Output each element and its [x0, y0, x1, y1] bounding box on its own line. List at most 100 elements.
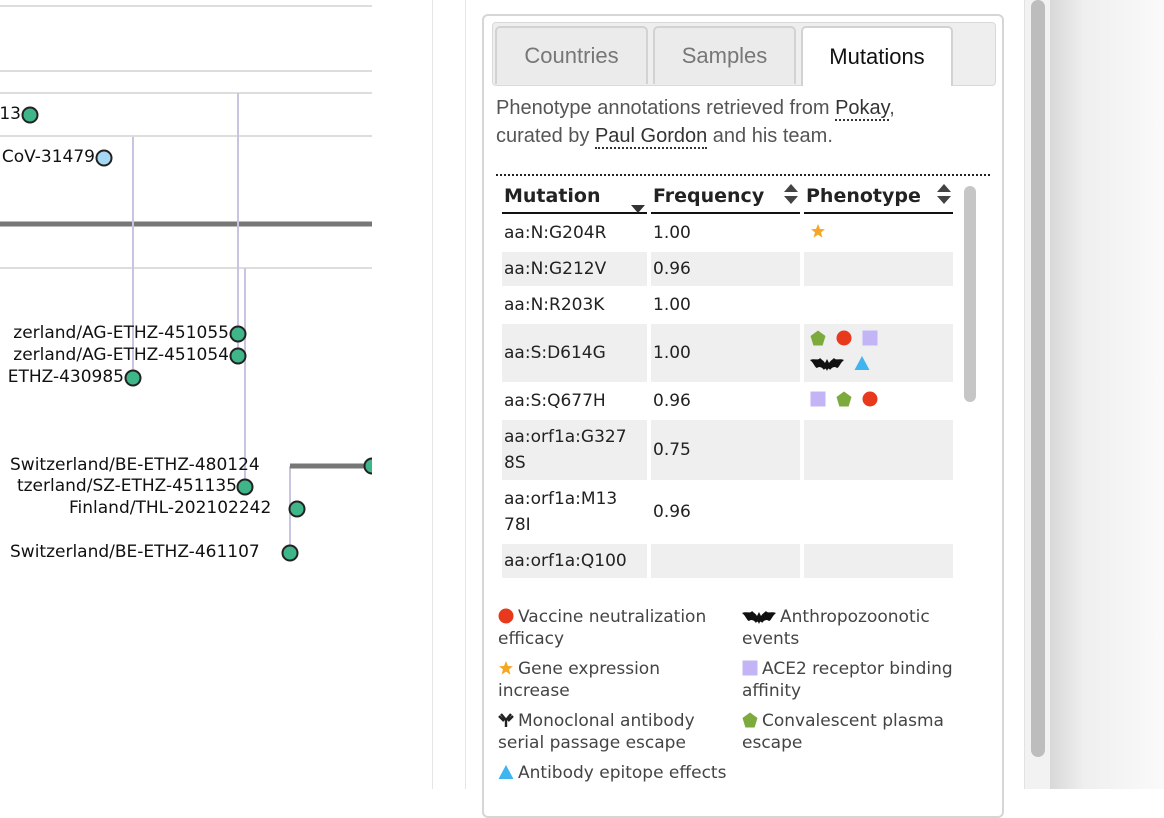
description-text: curated by [496, 125, 595, 147]
triangle-icon [854, 356, 870, 370]
table-row[interactable]: aa:N:G212V 0.96 [502, 252, 953, 286]
mutation-cell: aa:N:R203K [504, 295, 605, 315]
frequency-cell [651, 544, 800, 578]
frequency-cell: 0.96 [651, 252, 800, 286]
mutation-cell: aa:N:G212V [502, 252, 647, 286]
legend-item: Anthropozoonotic events [742, 606, 972, 650]
tree-canvas[interactable] [0, 0, 372, 789]
mutation-cell: aa:orf1a:M13 78I [504, 489, 618, 535]
info-panel: Countries Samples Mutations Phenotype an… [482, 14, 1004, 818]
antibody-icon [498, 713, 514, 727]
frequency-cell: 0.96 [653, 502, 691, 522]
table-scrollbar-thumb[interactable] [964, 186, 976, 402]
tab-mutations[interactable]: Mutations [801, 26, 953, 86]
star-icon [811, 223, 825, 238]
legend-item: Gene expression increase [498, 658, 728, 702]
tree-leaf-label[interactable]: Switzerland/BE-ETHZ-480124 [10, 455, 260, 475]
tree-leaf-label[interactable]: zerland/AG-ETHZ-451054 [13, 345, 229, 365]
table-row[interactable]: aa:N:G204R 1.00 [502, 216, 953, 250]
triangle-icon [498, 765, 514, 779]
column-header-frequency[interactable]: Frequency [651, 182, 800, 214]
square-icon [742, 660, 758, 676]
page-scrollbar-thumb[interactable] [1031, 0, 1045, 757]
square-icon [810, 391, 826, 406]
table-row[interactable]: aa:S:Q677H 0.96 [502, 384, 953, 418]
table-row[interactable]: aa:orf1a:M13 78I 0.96 [502, 482, 953, 542]
mutations-table-container[interactable]: Mutation Frequency Phenotype aa:N:G204R 1… [496, 174, 990, 578]
tree-leaf-label[interactable]: tzerland/SZ-ETHZ-451135 [16, 476, 237, 496]
phenotype-cell [804, 420, 953, 480]
tab-samples[interactable]: Samples [653, 26, 796, 84]
mutation-cell: aa:orf1a:Q100 [502, 544, 647, 578]
header-label: Phenotype [806, 185, 921, 207]
mutation-cell: aa:orf1a:G327 8S [502, 420, 647, 480]
sort-both-icon[interactable] [784, 184, 798, 209]
phylogenetic-tree[interactable]: 13 CoV-31479 zerland/AG-ETHZ-451055 zerl… [0, 0, 372, 789]
mutations-table-body: aa:N:G204R 1.00 aa:N:G212V 0.96 aa:N:R203K 1.… [502, 216, 953, 578]
circle-icon [498, 608, 514, 624]
table-row[interactable]: aa:N:R203K 1.00 [502, 288, 953, 322]
column-header-mutation[interactable]: Mutation [502, 182, 647, 214]
tree-node [281, 544, 299, 562]
table-row[interactable]: aa:orf1a:Q100 [502, 544, 953, 578]
paul-gordon-link[interactable]: Paul Gordon [594, 125, 708, 149]
legend-item: ACE2 receptor binding affinity [742, 658, 972, 702]
legend-item: Vaccine neutralization efficacy [498, 606, 728, 650]
panel-divider [465, 0, 466, 789]
tree-leaf-label[interactable]: CoV-31479 [1, 147, 95, 167]
tree-node [124, 369, 142, 387]
legend-label: ACE2 receptor binding affinity [742, 659, 953, 701]
tree-node [229, 347, 247, 365]
description-text: and his team. [707, 125, 833, 147]
frequency-cell: 1.00 [651, 324, 800, 382]
phenotype-cell [804, 216, 953, 250]
pentagon-icon [836, 391, 852, 406]
circle-icon [862, 391, 878, 406]
legend-label: Monoclonal antibody serial passage escap… [498, 711, 695, 753]
legend-item: Antibody epitope effects [498, 762, 728, 784]
tree-leaf-label[interactable]: zerland/AG-ETHZ-451055 [13, 323, 229, 343]
table-row[interactable]: aa:orf1a:G327 8S 0.75 [502, 420, 953, 480]
phenotype-cell [804, 324, 953, 382]
bat-icon [810, 358, 844, 371]
frequency-cell: 0.96 [653, 391, 691, 411]
header-label: Frequency [653, 185, 765, 207]
phenotype-cell [804, 384, 953, 418]
legend-label: Antibody epitope effects [518, 763, 727, 783]
tab-countries[interactable]: Countries [495, 26, 648, 84]
legend-label: Gene expression increase [498, 659, 660, 701]
sort-desc-icon[interactable] [631, 196, 645, 218]
tree-leaf-label[interactable]: Finland/THL-202102242 [69, 498, 272, 518]
tree-node [229, 325, 247, 343]
background-shadow [1050, 0, 1164, 789]
pentagon-icon [810, 330, 826, 346]
mutations-table: Mutation Frequency Phenotype aa:N:G204R 1… [498, 180, 957, 578]
table-row[interactable]: aa:S:D614G 1.00 [502, 324, 953, 382]
mutation-cell: aa:S:D614G [502, 324, 647, 382]
description-text: Phenotype annotations retrieved from [496, 97, 836, 119]
panel-divider [432, 0, 433, 789]
phenotype-cell [804, 482, 953, 542]
pokay-link[interactable]: Pokay [835, 97, 890, 121]
pentagon-icon [742, 712, 758, 728]
tree-leaf-label[interactable]: 13 [0, 104, 21, 124]
circle-icon [836, 330, 852, 346]
phenotype-cell [804, 252, 953, 286]
legend-item: Monoclonal antibody serial passage escap… [498, 710, 728, 754]
frequency-cell: 1.00 [653, 295, 691, 315]
tree-leaf-label[interactable]: Switzerland/BE-ETHZ-461107 [10, 542, 260, 562]
frequency-cell: 1.00 [653, 223, 691, 243]
legend-item: Convalescent plasma escape [742, 710, 972, 754]
tree-leaf-label[interactable]: ETHZ-430985 [7, 367, 124, 387]
description-text: , [889, 97, 895, 119]
column-header-phenotype[interactable]: Phenotype [804, 182, 953, 214]
tab-bar: Countries Samples Mutations [492, 22, 996, 86]
tree-node [288, 500, 306, 518]
phenotype-cell [804, 544, 953, 578]
bat-icon [742, 611, 776, 624]
phenotype-cell [804, 288, 953, 322]
star-icon [499, 661, 513, 675]
sort-both-icon[interactable] [937, 184, 951, 209]
frequency-cell: 0.75 [651, 420, 800, 480]
tree-node [236, 478, 254, 496]
